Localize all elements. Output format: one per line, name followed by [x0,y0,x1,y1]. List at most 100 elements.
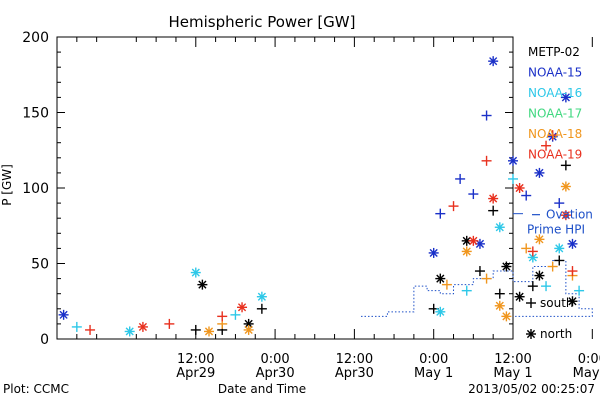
data-point [560,181,571,192]
data-point [137,321,148,332]
legend: METP-02 NOAA-15 NOAA-16 NOAA-17 NOAA-18 NOAA-… [513,45,593,341]
data-point [455,173,466,184]
ovation-legend-label: Ovation [546,208,593,222]
marker-legend-symbol [526,298,536,308]
y-tick-label: 50 [31,257,49,273]
data-point [567,296,578,307]
x-tick-time: 0:00 [419,352,448,367]
data-point [468,189,479,200]
data-point [514,183,525,193]
data-point [560,92,571,103]
x-tick-time: 0:00 [578,352,600,367]
data-point [435,273,446,284]
y-tick-label: 0 [40,332,49,348]
ovation-step-line [361,259,593,317]
y-tick-label: 150 [22,106,49,122]
data-point [547,130,558,141]
data-point [85,324,96,335]
data-point [521,243,532,254]
data-point [58,309,69,320]
legend-entry: NOAA-19 [528,148,582,162]
x-tick-time: 12:00 [177,352,214,367]
data-point [554,255,565,266]
data-point [197,279,208,290]
x-axis-label: Date and Time [218,382,306,396]
x-tick-date: May 1 [414,366,453,381]
data-point [534,234,545,245]
data-point [554,243,565,254]
data-point [488,193,499,204]
legend-entry: NOAA-18 [528,127,582,141]
x-tick-date: Apr29 [176,366,215,381]
data-point [508,155,518,166]
data-point [501,311,512,322]
plot-credit: Plot: CCMC [3,382,69,396]
ovation-legend-label: Prime HPI [527,223,585,237]
x-tick-date: May 2 [573,366,600,381]
data-point [164,318,175,329]
data-point [541,140,552,151]
data-point [230,309,241,320]
x-tick-time: 12:00 [494,352,531,367]
legend-entry: METP-02 [528,45,580,59]
data-point [514,291,525,302]
data-point [567,238,578,249]
data-point [488,205,499,216]
data-point [527,246,538,257]
data-point [474,266,485,277]
data-point [243,324,254,335]
data-point [461,246,472,257]
legend-entry: NOAA-15 [528,66,582,80]
data-point [534,167,545,178]
data-point [441,279,452,290]
y-axis: 0 50 100 150 200 [22,30,513,348]
data-point [508,173,518,184]
y-axis-label: P [GW] [0,164,14,206]
data-point [527,252,538,263]
marker-legend-symbol [526,329,536,339]
data-point [521,190,532,201]
y-tick-label: 100 [22,181,49,197]
data-point [481,155,492,166]
data-point [574,285,585,296]
x-tick-time: 0:00 [260,352,289,367]
data-point [237,302,248,313]
data-point [494,300,505,311]
data-point [217,311,228,322]
data-point [435,306,446,317]
legend-entry: NOAA-16 [528,86,582,100]
x-tick-date: Apr30 [256,366,295,381]
data-point [481,110,492,121]
data-point [494,288,505,299]
data-point [435,208,446,219]
data-point [190,324,201,335]
data-point [501,261,512,272]
data-point [461,285,472,296]
data-point [124,326,135,337]
timestamp: 2013/05/02 00:25:07 [468,382,595,396]
data-point [190,267,201,278]
plot-area [56,36,514,340]
data-point [547,261,558,272]
data-points [58,56,585,337]
data-point [567,266,578,277]
marker-legend-label: south [540,296,574,310]
data-point [560,160,571,171]
data-point [488,56,499,67]
data-point [428,247,439,258]
data-point [481,273,492,284]
data-point [554,198,565,209]
data-point [468,235,479,246]
data-point [527,281,538,292]
marker-legend-label: north [540,327,572,341]
data-point [494,222,505,233]
x-tick-time: 12:00 [336,352,373,367]
y-tick-label: 200 [22,30,49,46]
ovation-line [361,259,593,317]
data-point [448,201,459,212]
chart-title: Hemispheric Power [GW] [169,13,356,31]
data-point [541,281,552,292]
x-tick-date: Apr30 [335,366,374,381]
